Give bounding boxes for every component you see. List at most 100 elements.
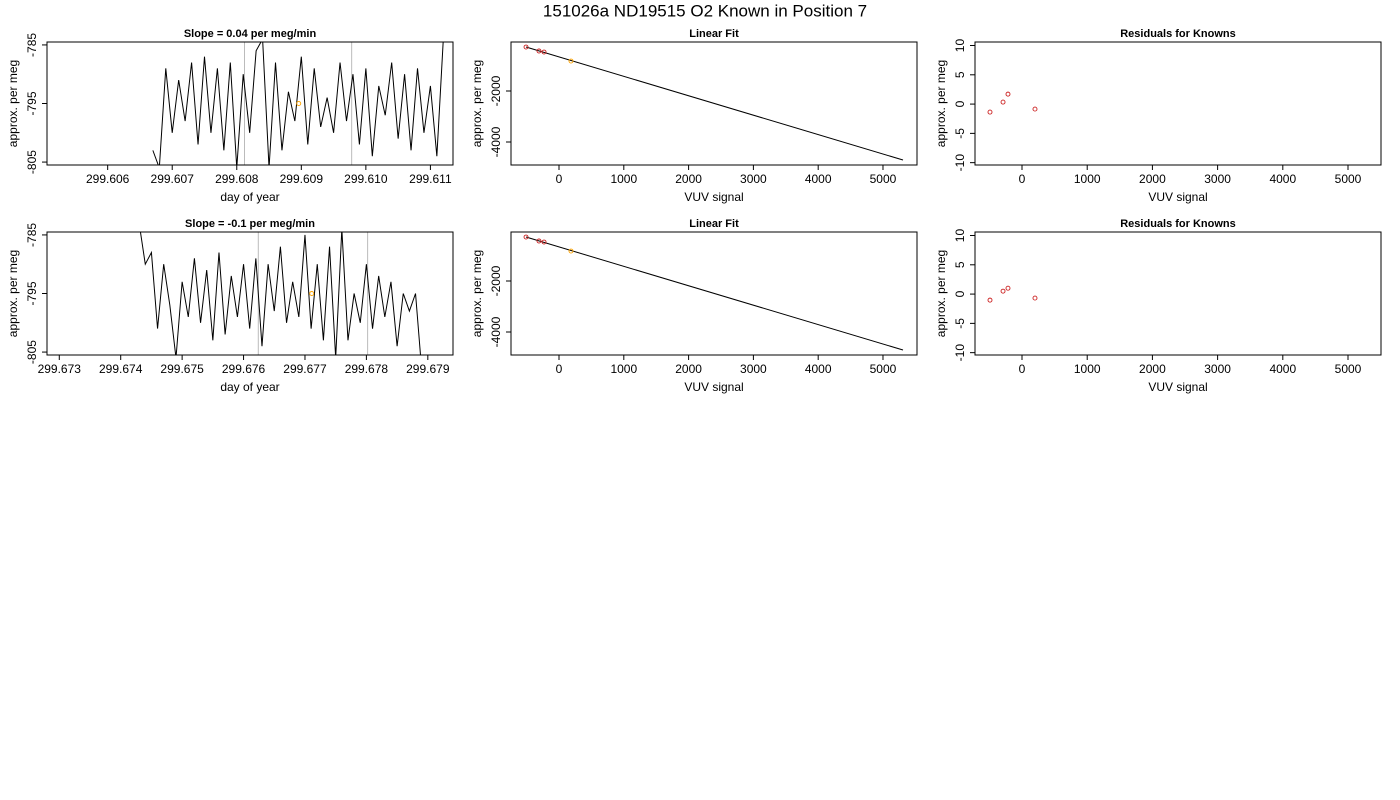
x-tick-label: 299.673 [38, 362, 82, 376]
data-line [139, 232, 421, 355]
y-tick-label: -5 [953, 128, 967, 139]
panel-title: Residuals for Knowns [1120, 218, 1236, 230]
data-line [525, 46, 904, 161]
x-tick-label: 299.677 [283, 362, 327, 376]
panel-title: Slope = 0.04 per meg/min [184, 28, 317, 40]
x-tick-label: 2000 [675, 172, 702, 186]
plot-frame [974, 231, 1382, 356]
x-tick-label: 4000 [1269, 172, 1296, 186]
x-tick-label: 4000 [805, 172, 832, 186]
x-tick-label: 299.606 [86, 172, 130, 186]
data-point [523, 44, 529, 50]
plot-area [139, 232, 421, 355]
y-axis-label: approx. per meg [470, 60, 484, 147]
plot-frame [974, 41, 1382, 166]
main-title: 151026a ND19515 O2 Known in Position 7 [543, 1, 867, 20]
plot-area [987, 285, 1038, 303]
x-tick-label: 299.611 [409, 172, 452, 186]
y-tick-label: 0 [953, 290, 967, 297]
x-tick-label: 4000 [1269, 362, 1296, 376]
y-tick-label: -805 [25, 340, 39, 364]
y-tick-label: -2000 [489, 265, 503, 296]
x-tick-label: 0 [1019, 362, 1026, 376]
data-point [536, 48, 542, 54]
y-tick-label: -795 [25, 281, 39, 305]
x-axis-label: day of year [220, 190, 279, 204]
x-tick-label: 3000 [740, 172, 767, 186]
x-tick-label: 299.608 [215, 172, 259, 186]
data-point [987, 297, 993, 303]
data-point [1005, 285, 1011, 291]
plot-area [152, 42, 444, 165]
panel-title: Slope = -0.1 per meg/min [185, 218, 315, 230]
x-tick-label: 2000 [675, 362, 702, 376]
x-tick-label: 1000 [610, 172, 637, 186]
y-tick-label: 5 [953, 71, 967, 78]
y-tick-label: 0 [953, 100, 967, 107]
y-tick-label: -785 [25, 33, 39, 57]
data-line [152, 42, 444, 165]
y-axis-label: approx. per meg [934, 250, 948, 337]
plot-area [523, 234, 904, 351]
plot-frame [510, 41, 918, 166]
y-axis-label: approx. per meg [6, 60, 20, 147]
panel-title: Residuals for Knowns [1120, 28, 1236, 40]
x-tick-label: 299.679 [406, 362, 450, 376]
data-point [987, 109, 993, 115]
panel-title: Linear Fit [689, 28, 739, 40]
x-tick-label: 5000 [1335, 172, 1362, 186]
data-point [1000, 99, 1006, 105]
y-tick-label: 10 [953, 39, 967, 53]
y-tick-label: -785 [25, 223, 39, 247]
x-axis-label: VUV signal [684, 190, 743, 204]
plot-area [523, 44, 904, 161]
data-point [568, 248, 574, 254]
data-point [523, 234, 529, 240]
x-tick-label: 2000 [1139, 172, 1166, 186]
x-tick-label: 1000 [1074, 172, 1101, 186]
x-tick-label: 3000 [1204, 172, 1231, 186]
data-point [1000, 288, 1006, 294]
y-tick-label: -2000 [489, 75, 503, 106]
y-tick-label: -4000 [489, 316, 503, 347]
data-point [541, 239, 547, 245]
data-point [309, 291, 315, 296]
data-point [1032, 295, 1038, 301]
x-tick-label: 0 [1019, 172, 1026, 186]
data-point [1032, 106, 1038, 112]
x-tick-label: 2000 [1139, 362, 1166, 376]
plot-frame [46, 41, 454, 166]
panel-title: Linear Fit [689, 218, 739, 230]
y-tick-label: -10 [953, 344, 967, 362]
y-tick-label: 5 [953, 261, 967, 268]
data-point [541, 49, 547, 55]
x-tick-label: 4000 [805, 362, 832, 376]
x-tick-label: 299.676 [222, 362, 266, 376]
plot-frame [46, 231, 454, 356]
y-tick-label: 10 [953, 229, 967, 243]
y-axis-label: approx. per meg [934, 60, 948, 147]
x-axis-label: VUV signal [1148, 190, 1207, 204]
x-tick-label: 299.678 [345, 362, 389, 376]
x-tick-label: 3000 [740, 362, 767, 376]
y-axis-label: approx. per meg [470, 250, 484, 337]
x-axis-label: VUV signal [1148, 380, 1207, 394]
x-tick-label: 1000 [610, 362, 637, 376]
x-tick-label: 5000 [870, 172, 897, 186]
x-axis-label: VUV signal [684, 380, 743, 394]
y-tick-label: -805 [25, 150, 39, 174]
data-point [1005, 91, 1011, 97]
data-line [525, 236, 904, 351]
x-tick-label: 1000 [1074, 362, 1101, 376]
x-tick-label: 5000 [1335, 362, 1362, 376]
x-tick-label: 299.610 [344, 172, 388, 186]
x-tick-label: 299.674 [99, 362, 143, 376]
x-tick-label: 5000 [870, 362, 897, 376]
data-point [536, 238, 542, 244]
x-tick-label: 299.675 [160, 362, 204, 376]
plot-frame [510, 231, 918, 356]
y-tick-label: -795 [25, 91, 39, 115]
y-tick-label: -4000 [489, 126, 503, 157]
x-tick-label: 3000 [1204, 362, 1231, 376]
